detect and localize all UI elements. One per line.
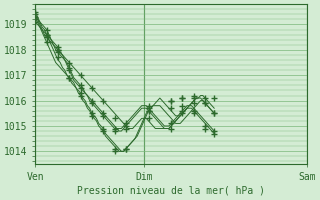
X-axis label: Pression niveau de la mer( hPa ): Pression niveau de la mer( hPa ) <box>77 186 265 196</box>
